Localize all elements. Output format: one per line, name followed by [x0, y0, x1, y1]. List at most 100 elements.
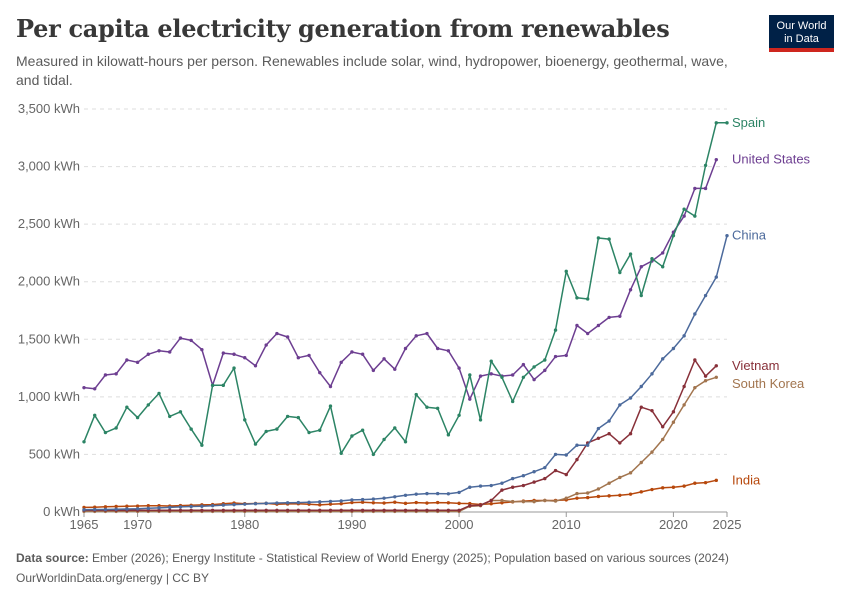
data-point [682, 384, 686, 389]
data-point [168, 350, 172, 354]
data-point [639, 460, 643, 465]
data-point [693, 481, 697, 485]
data-point [243, 356, 247, 360]
series-label: United States [732, 152, 811, 167]
data-point [243, 418, 247, 422]
data-point [114, 372, 118, 376]
data-point [585, 491, 590, 495]
data-point [553, 328, 558, 332]
data-point [543, 358, 547, 362]
data-point [639, 490, 643, 494]
data-point [489, 372, 493, 376]
footer-link[interactable]: OurWorldinData.org/energy | CC BY [16, 571, 209, 585]
data-point [339, 360, 343, 365]
data-point [425, 491, 429, 496]
data-point [350, 500, 354, 505]
data-point [307, 353, 311, 358]
data-point [693, 214, 697, 218]
data-point [575, 296, 579, 300]
data-point [510, 485, 515, 489]
data-point [596, 236, 601, 240]
data-point [285, 335, 290, 339]
data-point [596, 323, 601, 328]
data-point [489, 498, 493, 503]
y-tick-label: 3,000 kWh [18, 159, 80, 174]
data-point [553, 468, 558, 473]
data-point [275, 508, 279, 512]
x-tick-label: 2025 [713, 517, 742, 532]
data-point [393, 500, 397, 504]
y-tick-label: 2,000 kWh [18, 274, 80, 289]
data-point [564, 496, 568, 500]
data-point [360, 428, 365, 432]
data-point [146, 403, 150, 407]
data-point [425, 508, 429, 512]
data-point [200, 508, 204, 512]
data-point [200, 347, 204, 352]
data-point [275, 427, 279, 431]
data-point [328, 404, 333, 408]
data-point [264, 343, 268, 347]
data-point [693, 385, 697, 390]
data-point [114, 507, 118, 511]
data-point [189, 504, 193, 509]
data-point [596, 494, 601, 499]
data-point [489, 502, 493, 506]
data-point [478, 484, 483, 488]
data-point [650, 450, 654, 454]
data-point [403, 440, 408, 444]
data-point [318, 370, 322, 375]
x-tick-label: 2020 [659, 517, 688, 532]
data-point [446, 508, 451, 512]
data-point [200, 443, 204, 447]
y-tick-label: 1,500 kWh [18, 331, 80, 346]
data-point [350, 350, 354, 354]
data-point [221, 508, 226, 512]
series-line-vietnam [84, 359, 717, 512]
data-point [671, 420, 676, 424]
data-point [575, 443, 579, 447]
data-point [661, 437, 665, 442]
data-point [532, 377, 536, 382]
data-point [264, 429, 268, 434]
data-point [414, 392, 418, 397]
x-tick-label: 2000 [445, 517, 474, 532]
data-point [403, 346, 408, 351]
data-point [135, 507, 140, 511]
data-point [521, 362, 526, 367]
series-label: India [732, 472, 761, 487]
owid-logo[interactable]: Our World in Data [769, 15, 834, 52]
data-point [82, 385, 86, 390]
data-point [382, 508, 386, 512]
data-point [682, 403, 686, 407]
data-point [510, 476, 515, 481]
data-point [500, 375, 504, 379]
data-point [307, 500, 311, 505]
data-point [468, 373, 472, 377]
data-point [553, 499, 558, 503]
data-point [93, 387, 97, 391]
data-point [607, 315, 611, 320]
data-point [275, 331, 279, 336]
data-point [553, 354, 558, 359]
data-point [393, 426, 397, 430]
data-point [585, 331, 590, 336]
data-point [446, 349, 451, 353]
data-point [339, 508, 343, 512]
data-point [103, 505, 108, 509]
x-tick-label: 1990 [337, 517, 366, 532]
data-point [618, 441, 622, 445]
data-point [575, 457, 579, 462]
data-point [318, 503, 322, 507]
data-point [435, 508, 440, 512]
data-point [178, 508, 183, 512]
data-point [360, 352, 365, 356]
y-tick-label: 0 kWh [43, 504, 80, 519]
data-point [189, 508, 193, 512]
data-point [671, 485, 676, 489]
data-point [168, 414, 172, 419]
data-point [157, 391, 161, 396]
data-point [232, 366, 236, 370]
data-point [703, 293, 708, 298]
